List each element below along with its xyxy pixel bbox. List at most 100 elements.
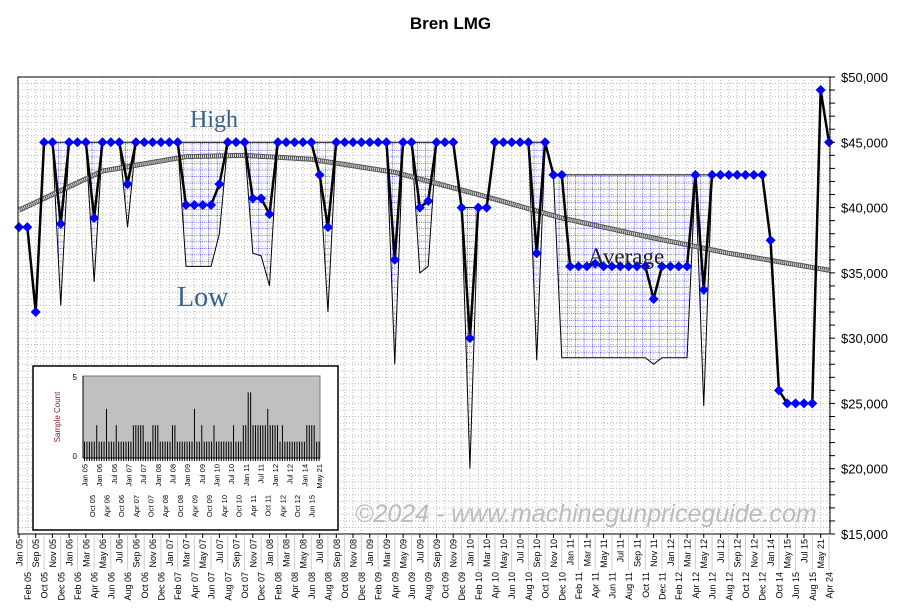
inset-bar	[86, 441, 88, 458]
x-tick-label: Oct 12	[741, 572, 751, 599]
inset-bar	[157, 425, 159, 458]
x-tick-label: Apr 09	[390, 572, 400, 599]
x-tick-label: Aug 11	[624, 572, 634, 600]
x-tick-label: Jul 11	[616, 539, 626, 562]
inset-bar	[284, 441, 286, 458]
x-tick-label: Feb 10	[474, 572, 484, 600]
x-tick-label: Aug 10	[524, 572, 534, 601]
inset-bar	[318, 441, 320, 458]
data-point-marker	[723, 169, 734, 180]
inset-bar	[279, 441, 281, 458]
x-tick-label: Feb 09	[374, 572, 384, 600]
data-point-marker	[398, 137, 409, 148]
plot-frame	[17, 76, 831, 535]
y-tick-label: $25,000	[841, 396, 888, 411]
data-point-marker	[281, 137, 292, 148]
x-tick-label: Jun 15	[791, 572, 801, 599]
inset-bar	[281, 425, 283, 458]
x-tick-label: Feb 11	[574, 572, 584, 599]
inset-bar	[233, 425, 235, 458]
inset-bar	[316, 441, 318, 458]
data-point-marker	[631, 261, 642, 272]
inset-x-tick-label: Apr 12	[278, 495, 287, 517]
inset-bar	[176, 441, 178, 458]
inset-bar	[313, 425, 315, 458]
inset-bar	[245, 425, 247, 458]
x-tick-label: Oct 09	[440, 572, 450, 599]
x-tick-label: Mar 08	[282, 539, 292, 567]
data-point-marker	[590, 258, 601, 269]
data-point-marker	[481, 202, 492, 213]
x-tick-label: May 11	[599, 539, 609, 568]
x-tick-label: Aug 15	[808, 572, 818, 601]
x-tick-label: Sep 05	[31, 539, 41, 568]
data-point-marker	[598, 261, 609, 272]
data-point-marker	[740, 169, 751, 180]
inset-bar	[306, 425, 308, 458]
inset-bar	[311, 425, 313, 458]
inset-bar	[308, 425, 310, 458]
inset-bar	[142, 425, 144, 458]
x-tick-label: Jul 06	[115, 539, 125, 563]
inset-bar	[137, 425, 139, 458]
inset-bar	[193, 408, 195, 458]
inset-bar	[167, 441, 169, 458]
data-point-marker	[581, 261, 592, 272]
data-point-marker	[690, 169, 701, 180]
x-tick-label: Jun 11	[607, 572, 617, 598]
data-point-marker	[164, 137, 175, 148]
data-point-marker	[130, 137, 141, 148]
inset-bar	[149, 441, 151, 458]
x-tick-label: Sep 11	[632, 539, 642, 567]
inset-bar	[274, 425, 276, 458]
average-trend-line	[17, 152, 830, 273]
x-tick-label: Dec 09	[457, 572, 467, 601]
inset-x-tick-label: Apr 11	[249, 495, 258, 517]
inset-bar	[262, 425, 264, 458]
data-point-marker	[80, 137, 91, 148]
y-tick-label: $15,000	[841, 527, 888, 542]
inset-x-tick-label: Oct 08	[176, 495, 185, 517]
inset-bar	[242, 425, 244, 458]
data-point-marker	[448, 137, 459, 148]
inset-x-tick-label: Jan 07	[124, 464, 133, 487]
data-point-marker	[773, 385, 784, 396]
data-point-marker	[606, 261, 617, 272]
inset-x-tick-label: Oct 11	[264, 495, 273, 517]
x-tick-label: Mar 12	[683, 539, 693, 567]
inset-bar	[301, 441, 303, 458]
data-point-marker	[297, 137, 308, 148]
x-tick-label: Sep 10	[532, 539, 542, 568]
inset-bar	[130, 441, 132, 458]
x-tick-label: Dec 12	[758, 572, 768, 601]
inset-bar	[154, 425, 156, 458]
sample-count-inset: 5 0 Sample Count Jan 05 Oct 05 Jan 06 Apr 06 Ju…	[32, 365, 339, 531]
data-point-marker	[707, 169, 718, 180]
x-tick-label: Nov 10	[549, 539, 559, 568]
x-tick-label: Jul 15	[799, 539, 809, 563]
data-point-marker	[289, 137, 300, 148]
x-tick-label: Jan 08	[265, 539, 275, 566]
x-tick-label: Jun 10	[507, 572, 517, 599]
x-tick-label: Jan 07	[165, 539, 175, 566]
inset-x-tick-label: Jun 15	[308, 495, 317, 518]
x-tick-label: Mar 07	[182, 539, 192, 567]
data-point-marker	[765, 235, 776, 246]
inset-bar	[96, 425, 98, 458]
data-point-marker	[673, 261, 684, 272]
inset-bar	[223, 441, 225, 458]
inset-x-tick-label: Oct 12	[293, 495, 302, 517]
inset-bar	[230, 441, 232, 458]
data-point-marker	[431, 137, 442, 148]
inset-x-tick-label: Jan 12	[271, 464, 280, 487]
data-point-marker	[623, 261, 634, 272]
data-point-marker	[364, 137, 375, 148]
data-point-marker	[489, 137, 500, 148]
inset-x-tick-label: Oct 06	[117, 495, 126, 517]
data-point-marker	[189, 199, 200, 210]
inset-x-tick-label: Apr 07	[132, 495, 141, 517]
inset-bar	[108, 441, 110, 458]
inset-bar	[105, 408, 107, 458]
x-tick-label: Nov 07	[248, 539, 258, 568]
inset-bar	[145, 441, 147, 458]
